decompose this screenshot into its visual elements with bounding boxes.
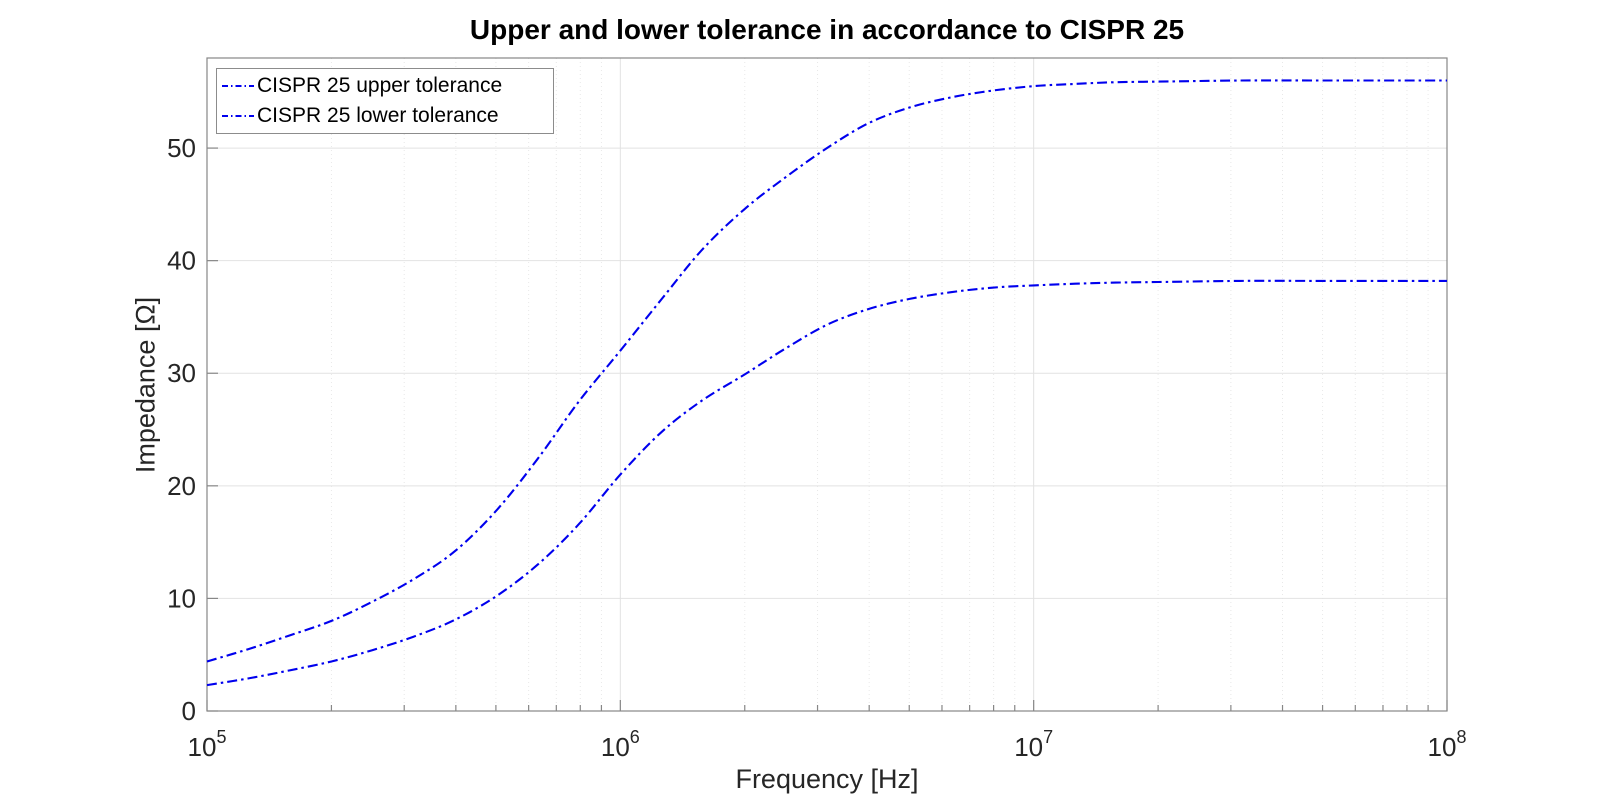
legend-label: CISPR 25 lower tolerance — [257, 104, 499, 127]
legend-label: CISPR 25 upper tolerance — [257, 74, 503, 97]
legend-line-sample — [222, 85, 254, 87]
series-curve-upper — [206, 79, 1447, 663]
legend: CISPR 25 upper tolerance CISPR 25 lower t… — [216, 68, 554, 134]
x-tick-label: 108 — [1428, 727, 1467, 762]
legend-item-upper: CISPR 25 upper tolerance — [222, 71, 553, 101]
y-tick-label: 30 — [167, 358, 196, 388]
x-tick-label: 107 — [1014, 727, 1053, 762]
y-tick-label: 20 — [167, 471, 196, 501]
y-tick-label: 50 — [167, 133, 196, 163]
x-axis-label: Frequency [Hz] — [735, 764, 919, 794]
y-tick-label: 10 — [167, 583, 196, 613]
axes-box — [206, 57, 1448, 712]
y-tick-label: 40 — [167, 246, 196, 276]
series-curve-lower — [206, 279, 1447, 687]
y-tick-label: 0 — [182, 696, 196, 726]
legend-line-sample — [222, 115, 254, 117]
x-tick-label: 106 — [601, 727, 640, 762]
chart-title: Upper and lower tolerance in accordance … — [469, 14, 1185, 45]
x-tick-label: 105 — [188, 727, 227, 762]
legend-item-lower: CISPR 25 lower tolerance — [222, 101, 553, 131]
